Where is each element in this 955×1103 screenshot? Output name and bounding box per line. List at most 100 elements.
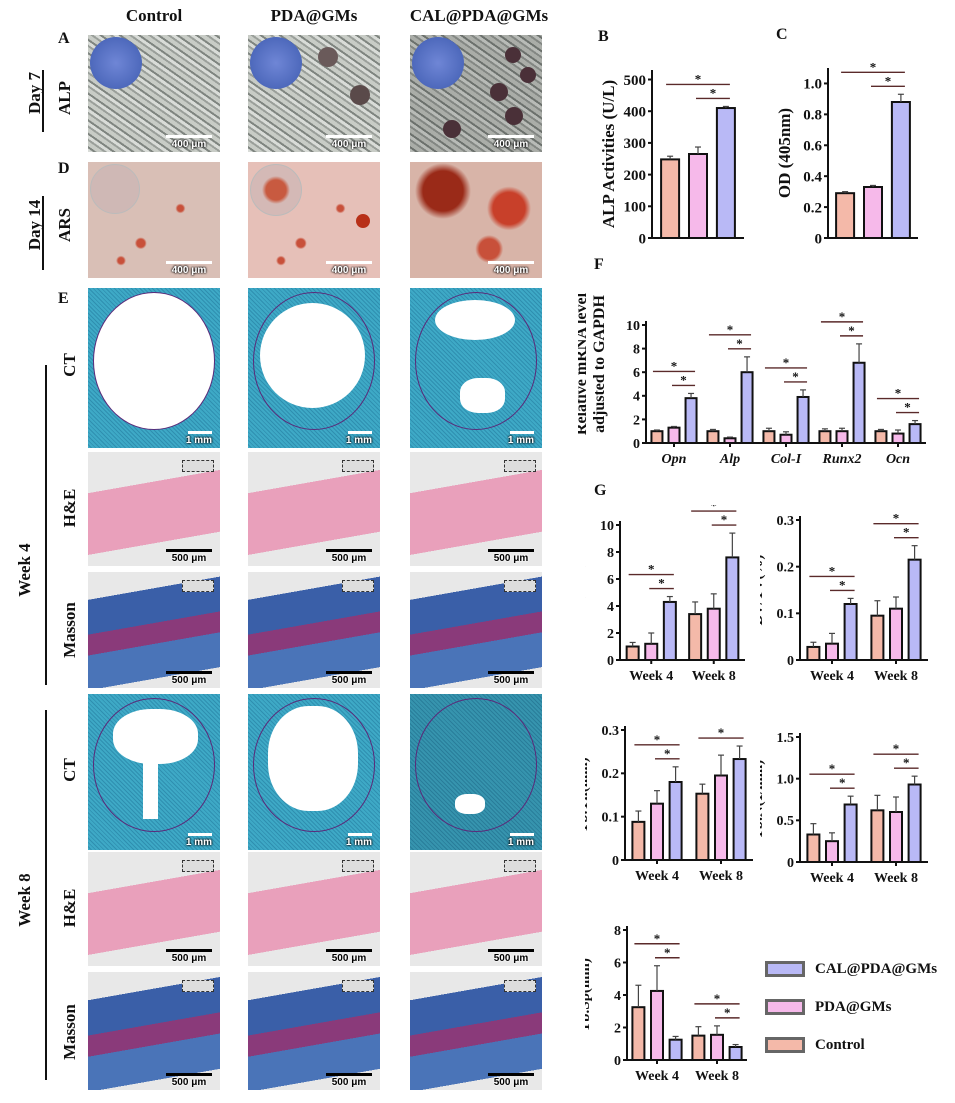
significance-star: * xyxy=(839,309,846,324)
scale-bar xyxy=(188,431,212,434)
significance-star: * xyxy=(829,761,836,776)
significance-star: * xyxy=(893,511,900,526)
panel-letter-d: D xyxy=(58,160,70,177)
y-tick-label: 8 xyxy=(614,924,621,939)
y-tick-label: 0.4 xyxy=(803,169,822,185)
x-tick-label: Week 8 xyxy=(699,869,743,884)
bar-control xyxy=(650,430,664,444)
y-tick-label: 0 xyxy=(815,231,823,247)
y-tick-label: 0.1 xyxy=(602,811,620,826)
masson-image-control-week4: 500 μm xyxy=(88,572,220,688)
row-label-ars: ARS xyxy=(55,208,74,243)
significance-star: * xyxy=(654,931,661,946)
masson-image-pda-week8: 500 μm xyxy=(248,972,380,1090)
significance-star: * xyxy=(870,59,877,74)
panel-letter-a: A xyxy=(58,30,70,47)
bar-cal-pda-gms xyxy=(725,556,740,661)
significance-star: * xyxy=(829,563,836,578)
x-tick-label: Week 4 xyxy=(635,869,679,884)
bar-pda-gms xyxy=(863,186,883,239)
scale-bar-label: 500 μm xyxy=(493,953,529,964)
scale-bar-label: 500 μm xyxy=(331,1077,367,1088)
scale-bar xyxy=(488,549,534,552)
bar-cal-pda-gms xyxy=(907,783,922,863)
y-tick-label: 0.2 xyxy=(777,561,795,576)
ars-image-control: 400 μm xyxy=(88,162,220,278)
ct-image-cal-week4: 1 mm xyxy=(410,288,542,448)
bar-control xyxy=(706,430,720,444)
row-label-he-w8: H&E xyxy=(60,888,79,928)
x-tick-label: Col-I xyxy=(771,452,802,467)
bar-control xyxy=(870,614,885,661)
scale-bar xyxy=(326,671,372,674)
scale-bar xyxy=(488,949,534,952)
significance-star: * xyxy=(724,1005,731,1020)
column-header-control: Control xyxy=(125,6,183,25)
bar-control xyxy=(818,430,832,444)
he-image-control-week8: 500 μm xyxy=(88,852,220,966)
row-label-week4: Week 4 xyxy=(15,543,34,597)
y-tick-label: 4 xyxy=(614,989,621,1004)
scale-bar-label: 400 μm xyxy=(171,139,207,150)
x-tick-label: Week 4 xyxy=(629,669,673,684)
bar-cal-pda-gms xyxy=(852,361,866,444)
y-tick-label: 0 xyxy=(787,654,794,669)
bar-cal-pda-gms xyxy=(740,371,754,444)
scale-bar-label: 500 μm xyxy=(331,953,367,964)
bar-pda-gms xyxy=(650,802,664,861)
ct-image-control-week4: 1 mm xyxy=(88,288,220,448)
scale-bar xyxy=(326,135,372,138)
scale-bar-label: 1 mm xyxy=(185,435,212,446)
x-tick-label: Week 4 xyxy=(635,1069,679,1084)
bar-pda-gms xyxy=(779,433,793,445)
bar-pda-gms xyxy=(835,430,849,444)
bar-cal-pda-gms xyxy=(715,107,736,239)
significance-star: * xyxy=(718,725,725,740)
y-tick-label: 0 xyxy=(614,1054,621,1069)
scale-bar xyxy=(166,949,212,952)
bar-control xyxy=(695,792,710,861)
panel-letter-f: F xyxy=(594,256,604,273)
scale-bar-label: 1 mm xyxy=(345,837,372,848)
alp-image-cal: 400 μm xyxy=(410,35,542,152)
scale-bar xyxy=(166,549,212,552)
row-divider-week8 xyxy=(45,710,47,1080)
row-label-he-w4: H&E xyxy=(60,488,79,528)
bar-pda-gms xyxy=(714,774,728,861)
scale-bar xyxy=(488,1073,534,1076)
ct-image-pda-week4: 1 mm xyxy=(248,288,380,448)
row-label-masson-w8: Masson xyxy=(60,1004,79,1060)
y-tick-label: 400 xyxy=(624,104,647,120)
bar-pda-gms xyxy=(889,607,903,661)
y-tick-label: 100 xyxy=(624,200,647,216)
significance-star: * xyxy=(848,323,855,338)
bar-cal-pda-gms xyxy=(908,423,922,444)
bar-pda-gms xyxy=(688,153,708,239)
ars-image-cal: 400 μm xyxy=(410,162,542,278)
bar-control xyxy=(691,1034,706,1061)
panel-letter-c: C xyxy=(776,26,788,43)
scale-bar xyxy=(166,671,212,674)
bar-cal-pda-gms xyxy=(843,803,858,863)
y-tick-label: 300 xyxy=(624,136,647,152)
scale-bar xyxy=(488,135,534,138)
scale-bar-label: 500 μm xyxy=(331,675,367,686)
bar-control xyxy=(806,833,821,863)
panel-letter-e: E xyxy=(58,290,69,307)
y-tick-label: 6 xyxy=(633,366,640,381)
ars-image-pda: 400 μm xyxy=(248,162,380,278)
x-tick-label: Week 4 xyxy=(810,669,854,684)
scale-bar xyxy=(188,833,212,836)
y-axis-label: BV/TV(%) xyxy=(760,555,766,626)
significance-star: * xyxy=(839,775,846,790)
y-axis-label: ALP Activities (U/L) xyxy=(599,80,618,228)
bar-pda-gms xyxy=(667,426,681,445)
legend-item-pda: PDA@GMs xyxy=(765,988,937,1026)
y-axis-label: Tb.N(1/mm) xyxy=(760,760,766,840)
x-tick-label: Week 8 xyxy=(874,871,918,886)
y-tick-label: 0.8 xyxy=(803,108,822,124)
he-image-pda-week8: 500 μm xyxy=(248,852,380,966)
bar-pda-gms xyxy=(825,642,839,662)
